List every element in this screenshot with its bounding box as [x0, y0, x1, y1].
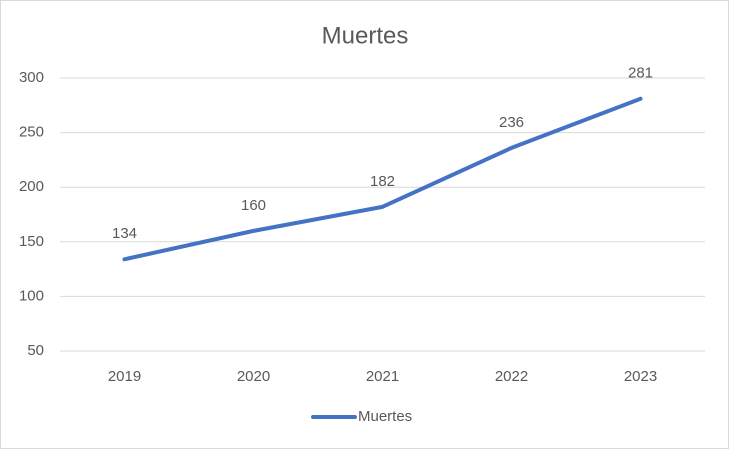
- data-line: [122, 96, 643, 262]
- x-tick-label: 2022: [495, 368, 528, 385]
- legend-label: Muertes: [358, 408, 412, 425]
- y-tick-label: 250: [19, 124, 44, 141]
- y-tick-label: 50: [27, 342, 44, 359]
- x-tick-label: 2021: [366, 368, 399, 385]
- data-label: 281: [628, 65, 653, 82]
- data-label: 134: [112, 225, 137, 242]
- y-tick-label: 100: [19, 287, 44, 304]
- x-tick-label: 2023: [624, 368, 657, 385]
- y-tick-label: 200: [19, 178, 44, 195]
- chart-title: Muertes: [322, 22, 409, 49]
- x-tick-label: 2019: [108, 368, 141, 385]
- data-label: 160: [241, 197, 266, 214]
- data-label: 182: [370, 173, 395, 190]
- data-label: 236: [499, 114, 524, 131]
- x-tick-label: 2020: [237, 368, 270, 385]
- y-tick-label: 150: [19, 233, 44, 250]
- y-tick-label: 300: [19, 69, 44, 86]
